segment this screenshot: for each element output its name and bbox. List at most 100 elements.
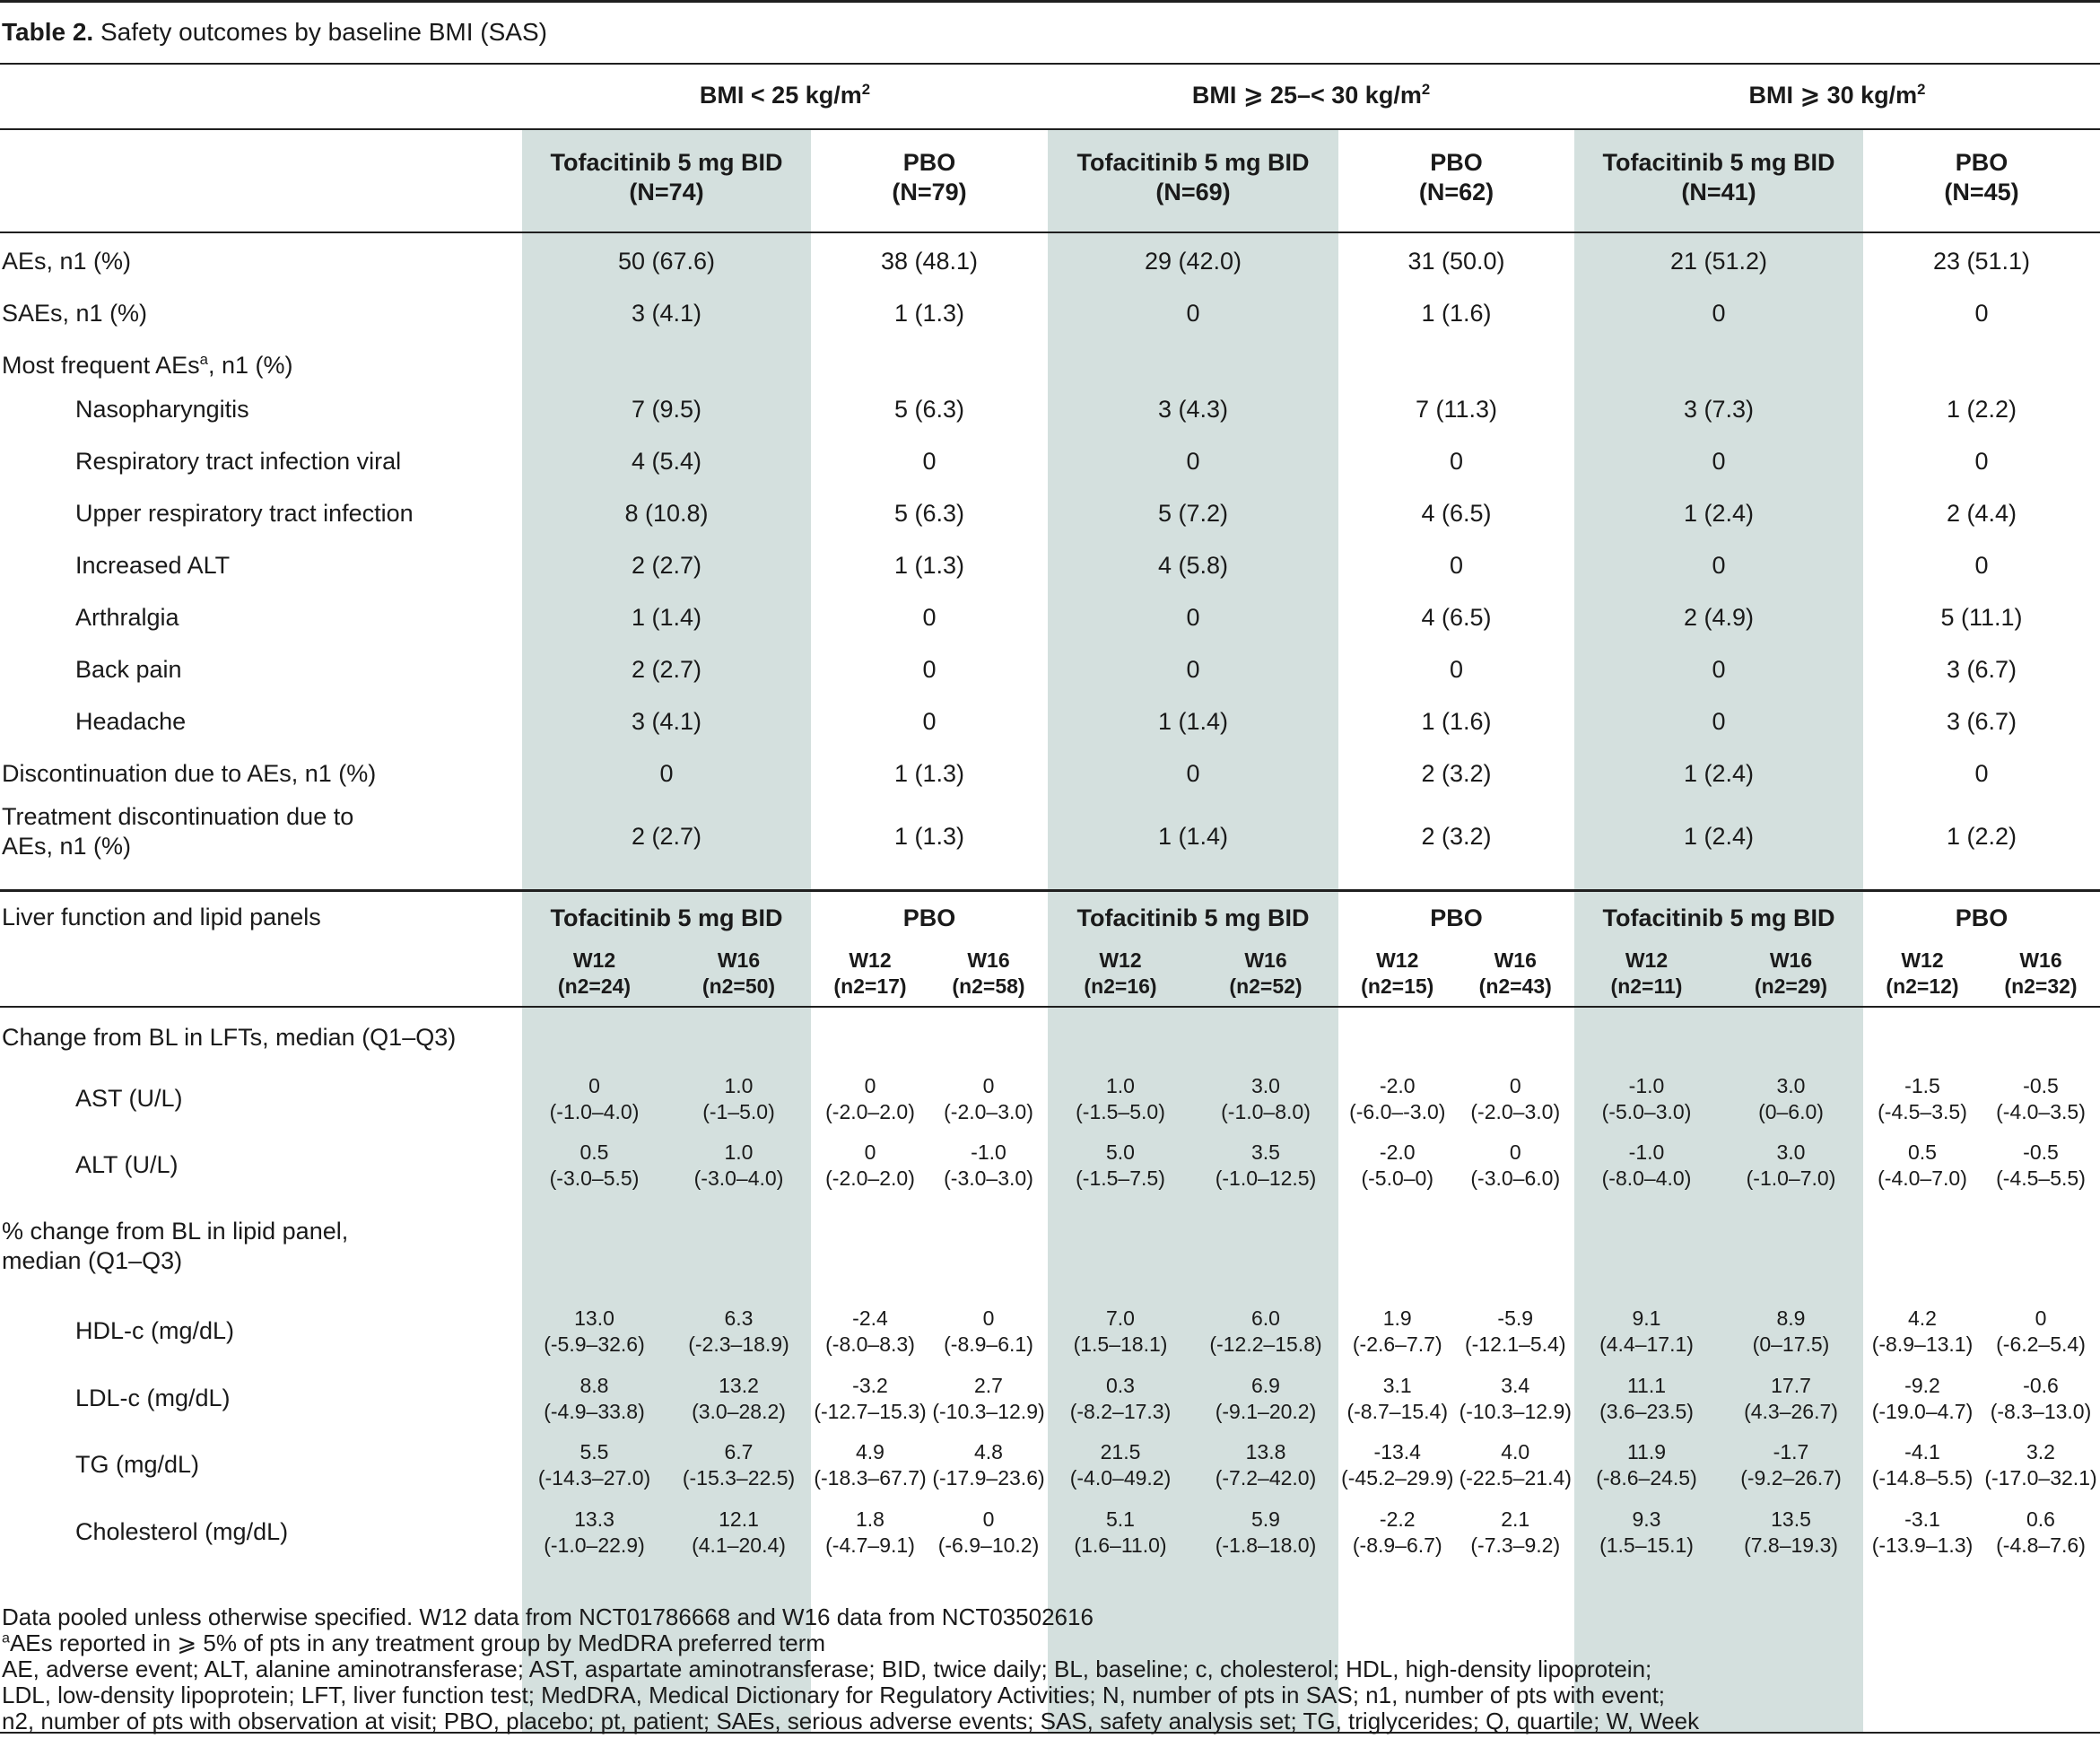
cell-text: 1.9 <box>1382 1306 1412 1330</box>
value-cell: 0 <box>1338 646 1574 693</box>
cell-text: W16 <box>2019 948 2062 972</box>
row-label: Discontinuation due to AEs, n1 (%) <box>2 759 376 789</box>
value-cell: 1 (1.4) <box>1048 802 1338 870</box>
cell-text: (-4.9–33.8) <box>544 1400 645 1423</box>
cell-text: (N=62) <box>1418 179 1494 205</box>
cell-text: (-14.3–27.0) <box>537 1466 651 1490</box>
tofacitinib-column-shade <box>522 128 811 1732</box>
value-cell: 21 (51.2) <box>1574 238 1863 284</box>
cell-text: 5.1 <box>1106 1507 1135 1531</box>
cell-text: -5.9 <box>1497 1306 1534 1330</box>
visit-subheader: W16 (n2=29) <box>1719 946 1863 1001</box>
cell-text: 2 (2.7) <box>631 655 702 683</box>
cell-text: 2 (4.9) <box>1683 603 1755 631</box>
cell-text: 1 (2.4) <box>1683 759 1755 787</box>
cell-text: 29 (42.0) <box>1144 247 1242 275</box>
cell-text: (3.0–28.2) <box>692 1400 786 1423</box>
lab-section-title: Liver function and lipid panels <box>2 904 321 930</box>
arm-header: Tofacitinib 5 mg BID (N=69) <box>1048 145 1338 210</box>
value-cell: 0 <box>1863 438 2100 485</box>
row-label: Increased ALT <box>75 551 230 581</box>
superscript: 2 <box>1917 80 1926 98</box>
table-caption: Table 2. Safety outcomes by baseline BMI… <box>2 18 547 47</box>
cell-text: 0 <box>1974 447 1989 475</box>
value-cell: 2 (2.7) <box>522 542 811 589</box>
cell-text: 0 <box>1974 759 1989 787</box>
cell-text: 0 <box>1186 447 1200 475</box>
lab-value-cell: 1.0 (-1.5–5.0) <box>1048 1070 1193 1128</box>
cell-text: 21 (51.2) <box>1669 247 1768 275</box>
value-cell: 1 (2.4) <box>1574 750 1863 797</box>
lab-row-label: LDL-c (mg/dL) <box>75 1385 231 1411</box>
cell-text: 3.0 <box>1776 1140 1806 1164</box>
superscript: a <box>199 351 208 368</box>
cell-text: 0 <box>982 1074 995 1097</box>
lab-value-cell: 5.5 (-14.3–27.0) <box>522 1437 667 1494</box>
lab-value-cell: -0.5 (-4.5–5.5) <box>1982 1137 2100 1194</box>
cell-text: (n2=16) <box>1084 974 1157 998</box>
value-cell: 5 (7.2) <box>1048 490 1338 537</box>
lab-value-cell: 5.0 (-1.5–7.5) <box>1048 1137 1193 1194</box>
cell-text: -0.5 <box>2023 1074 2059 1097</box>
cell-text: 3 (6.7) <box>1946 655 2017 683</box>
arm-header: Tofacitinib 5 mg BID (N=41) <box>1574 145 1863 210</box>
cell-text: (-5.0–0) <box>1361 1166 1434 1190</box>
lab-row-label: Cholesterol (mg/dL) <box>75 1518 289 1545</box>
cell-text: 3 (7.3) <box>1683 395 1755 423</box>
value-cell: 1 (1.3) <box>811 542 1048 589</box>
cell-text: 0 <box>1186 655 1200 683</box>
cell-text: PBO <box>902 904 956 931</box>
cell-text: 6.3 <box>724 1306 754 1330</box>
value-cell: 2 (2.7) <box>522 802 811 870</box>
row-label-text: Upper respiratory tract infection <box>75 500 414 527</box>
cell-text: PBO <box>1955 149 2009 176</box>
cell-text: PBO <box>1430 904 1483 931</box>
value-cell: 0 <box>1338 438 1574 485</box>
cell-text: (-8.2–17.3) <box>1069 1400 1172 1423</box>
cell-text: W12 <box>1901 948 1944 972</box>
lab-value-cell: 0 (-8.9–6.1) <box>929 1303 1048 1360</box>
lft-heading: Change from BL in LFTs, median (Q1–Q3) <box>2 1024 457 1051</box>
lab-value-cell: -1.0 (-5.0–3.0) <box>1574 1070 1719 1128</box>
footnote-a: aAEs reported in ⩾ 5% of pts in any trea… <box>2 1630 825 1656</box>
lab-value-cell: -3.1 (-13.9–1.3) <box>1863 1504 1982 1561</box>
cell-text: 38 (48.1) <box>880 247 979 275</box>
cell-text: (n2=29) <box>1754 974 1828 998</box>
row-label-text: Respiratory tract infection viral <box>75 448 402 475</box>
cell-text: 0.5 <box>1908 1140 1937 1164</box>
cell-text: -1.0 <box>971 1140 1006 1164</box>
value-cell: 0 <box>811 698 1048 745</box>
cell-text: (-14.8–5.5) <box>1871 1466 1974 1490</box>
cell-text: 1 (2.4) <box>1683 822 1755 850</box>
row-label-text: Discontinuation due to AEs, n1 (%) <box>2 760 377 787</box>
value-cell: 5 (11.1) <box>1863 594 2100 641</box>
cell-text: (-7.3–9.2) <box>1470 1533 1561 1557</box>
lab-value-cell: 13.2 (3.0–28.2) <box>667 1370 811 1428</box>
cell-text: (n2=52) <box>1229 974 1303 998</box>
cell-text: 0.5 <box>579 1140 609 1164</box>
cell-text: (-1.0–22.9) <box>544 1533 645 1557</box>
lab-row-label: AST (U/L) <box>75 1085 183 1112</box>
cell-text: (-1–5.0) <box>702 1100 775 1123</box>
value-cell: 0 <box>1574 438 1863 485</box>
lab-value-cell: 9.3 (1.5–15.1) <box>1574 1504 1719 1561</box>
cell-text: (-4.7–9.1) <box>825 1533 915 1557</box>
cell-text: 1 (1.4) <box>1157 707 1229 735</box>
value-cell: 3 (6.7) <box>1863 646 2100 693</box>
cell-text: -1.0 <box>1628 1140 1665 1164</box>
cell-text: 4.8 <box>974 1440 1003 1463</box>
value-cell: 5 (6.3) <box>811 386 1048 432</box>
cell-text: 8.8 <box>579 1374 609 1397</box>
cell-text: (-2.3–18.9) <box>688 1332 789 1356</box>
cell-text: 2 (3.2) <box>1421 822 1492 850</box>
lab-arm-header: Tofacitinib 5 mg BID <box>1048 901 1338 935</box>
lab-value-cell: -2.4 (-8.0–8.3) <box>811 1303 929 1360</box>
cell-text: (-17.9–23.6) <box>932 1466 1045 1490</box>
arm-header: PBO (N=62) <box>1338 145 1574 210</box>
lab-value-cell: 2.1 (-7.3–9.2) <box>1457 1504 1575 1561</box>
cell-text: -13.4 <box>1373 1440 1421 1463</box>
value-cell: 0 <box>1048 290 1338 336</box>
cell-text: (4.4–17.1) <box>1599 1332 1694 1356</box>
lab-value-cell: 0.5 (-3.0–5.5) <box>522 1137 667 1194</box>
cell-text: 0 <box>1509 1074 1521 1097</box>
